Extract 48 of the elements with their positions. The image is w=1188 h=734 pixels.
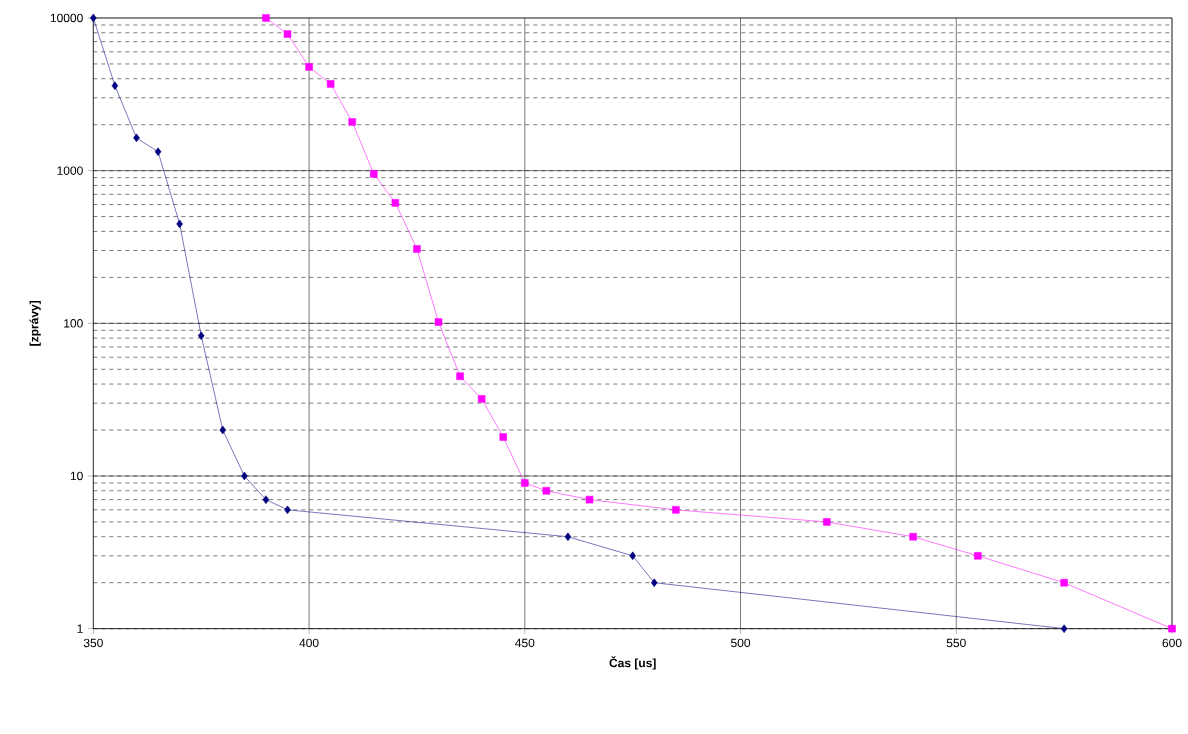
point — [585, 495, 594, 504]
point — [672, 506, 680, 514]
point — [542, 487, 551, 495]
point — [284, 505, 291, 515]
point — [154, 147, 162, 157]
point — [133, 133, 140, 143]
point — [219, 425, 227, 435]
point — [241, 471, 248, 481]
y-tick-label: 100 — [64, 319, 83, 328]
x-tick-label: 400 — [299, 638, 319, 648]
point — [974, 552, 982, 560]
point — [326, 80, 335, 88]
point — [197, 331, 205, 340]
y-tick-label: 1000 — [57, 166, 83, 175]
x-tick-label: 550 — [946, 638, 966, 648]
point — [283, 30, 292, 38]
y-axis-title: [zprávy] — [29, 300, 41, 346]
y-tick-label: 10 — [70, 471, 83, 481]
point — [176, 219, 183, 229]
x-tick-label: 600 — [1162, 638, 1182, 648]
point — [1060, 624, 1068, 633]
point — [111, 81, 119, 90]
point — [370, 170, 378, 178]
point — [629, 551, 636, 561]
x-tick-label: 450 — [515, 638, 535, 648]
point — [564, 532, 572, 542]
point — [262, 495, 270, 504]
point — [1168, 624, 1176, 633]
point — [262, 14, 270, 22]
point — [499, 433, 507, 441]
point — [434, 318, 443, 326]
point — [521, 479, 529, 487]
point — [391, 199, 400, 207]
point — [823, 518, 831, 526]
y-tick-label: 10000 — [50, 13, 83, 23]
point — [305, 63, 313, 71]
x-tick-label: 500 — [731, 638, 751, 648]
point — [1060, 578, 1068, 587]
point — [456, 372, 464, 380]
point — [90, 13, 97, 23]
point — [650, 578, 658, 587]
point — [348, 118, 356, 126]
point — [477, 395, 486, 403]
x-axis-title: Čas [us] — [609, 656, 656, 670]
x-tick-label: 350 — [83, 638, 103, 648]
point — [413, 245, 421, 253]
y-tick-label: 1 — [77, 624, 83, 633]
point — [909, 533, 917, 541]
